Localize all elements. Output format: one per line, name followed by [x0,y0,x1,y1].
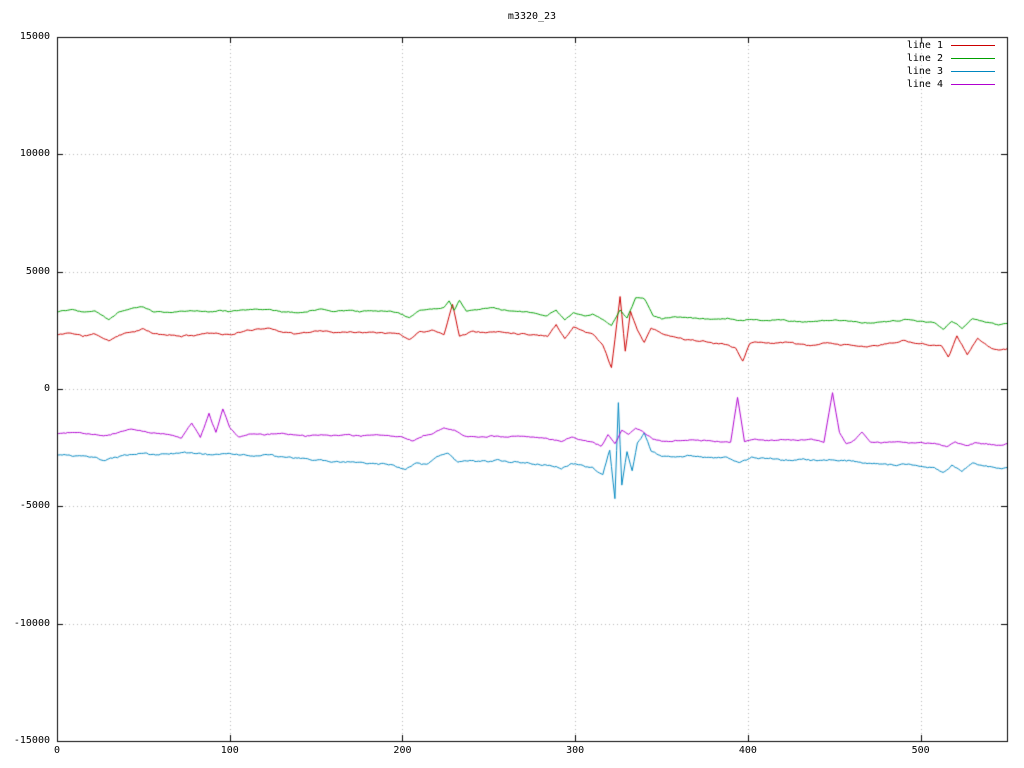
legend-entry: line 1 [907,40,995,51]
legend-line-sample [951,84,995,85]
x-tick-label: 400 [738,745,757,756]
legend-label: line 3 [906,66,943,77]
chart-title: m3320_23 [507,11,557,22]
legend-label: line 4 [906,79,943,90]
legend-line-sample [951,45,995,46]
legend: line 1 line 2 line 3 line 4 [907,40,995,90]
x-tick-label: 500 [911,745,930,756]
legend-entry: line 2 [907,53,995,64]
y-tick-label: 0 [43,383,50,394]
x-tick-label: 300 [566,745,585,756]
legend-label: line 1 [906,40,943,51]
legend-line-sample [951,58,995,59]
y-tick-label: -15000 [13,735,50,746]
legend-entry: line 3 [907,66,995,77]
y-tick-label: -5000 [19,500,50,512]
y-tick-label: -10000 [13,617,50,629]
x-tick-label: 100 [220,745,239,756]
y-tick-label: 5000 [25,265,50,277]
legend-label: line 2 [906,53,943,64]
y-tick-label: 15000 [19,31,50,42]
legend-entry: line 4 [907,79,995,90]
x-tick-label: 200 [393,745,412,756]
legend-line-sample [951,71,995,72]
x-tick-label: 0 [53,745,61,756]
y-tick-label: 10000 [19,148,50,160]
